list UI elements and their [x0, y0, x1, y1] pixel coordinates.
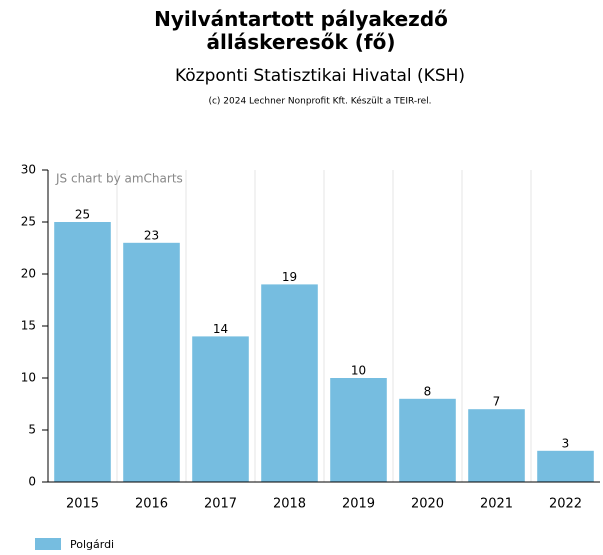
y-tick-label: 10	[21, 371, 36, 385]
data-label: 14	[213, 322, 228, 336]
x-tick-label: 2017	[204, 497, 237, 512]
data-label: 19	[282, 270, 297, 284]
bar	[330, 378, 387, 482]
x-tick-label: 2019	[342, 497, 375, 512]
x-tick-label: 2018	[273, 497, 306, 512]
x-tick-label: 2016	[135, 497, 168, 512]
data-label: 23	[144, 228, 159, 242]
data-label: 10	[351, 364, 366, 378]
bar	[399, 398, 456, 482]
bar	[261, 284, 318, 482]
bar	[123, 242, 180, 482]
y-tick-label: 0	[28, 475, 36, 489]
chart-note: (c) 2024 Lechner Nonprofit Kft. Készült …	[208, 96, 431, 107]
chart-title: Nyilvántartott pályakezdő álláskeresők (…	[154, 7, 448, 54]
data-label: 3	[562, 436, 570, 450]
bar	[54, 222, 111, 482]
bar	[468, 409, 525, 482]
y-tick-label: 25	[21, 215, 36, 229]
y-tick-label: 20	[21, 267, 36, 281]
x-tick-label: 2015	[66, 497, 99, 512]
data-label: 7	[493, 395, 501, 409]
y-tick-label: 30	[21, 163, 36, 177]
x-tick-label: 2022	[549, 497, 582, 512]
data-label: 8	[424, 384, 432, 398]
x-tick-label: 2021	[480, 497, 513, 512]
data-label: 25	[75, 208, 90, 222]
y-tick-label: 15	[21, 319, 36, 333]
x-tick-label: 2020	[411, 497, 444, 512]
watermark: JS chart by amCharts	[55, 172, 183, 186]
legend-label: Polgárdi	[70, 538, 114, 551]
bar	[192, 336, 249, 482]
chart-subtitle: Központi Statisztikai Hivatal (KSH)	[175, 66, 465, 86]
y-tick-label: 5	[28, 423, 36, 437]
bar	[537, 450, 594, 482]
legend-swatch	[35, 538, 61, 550]
